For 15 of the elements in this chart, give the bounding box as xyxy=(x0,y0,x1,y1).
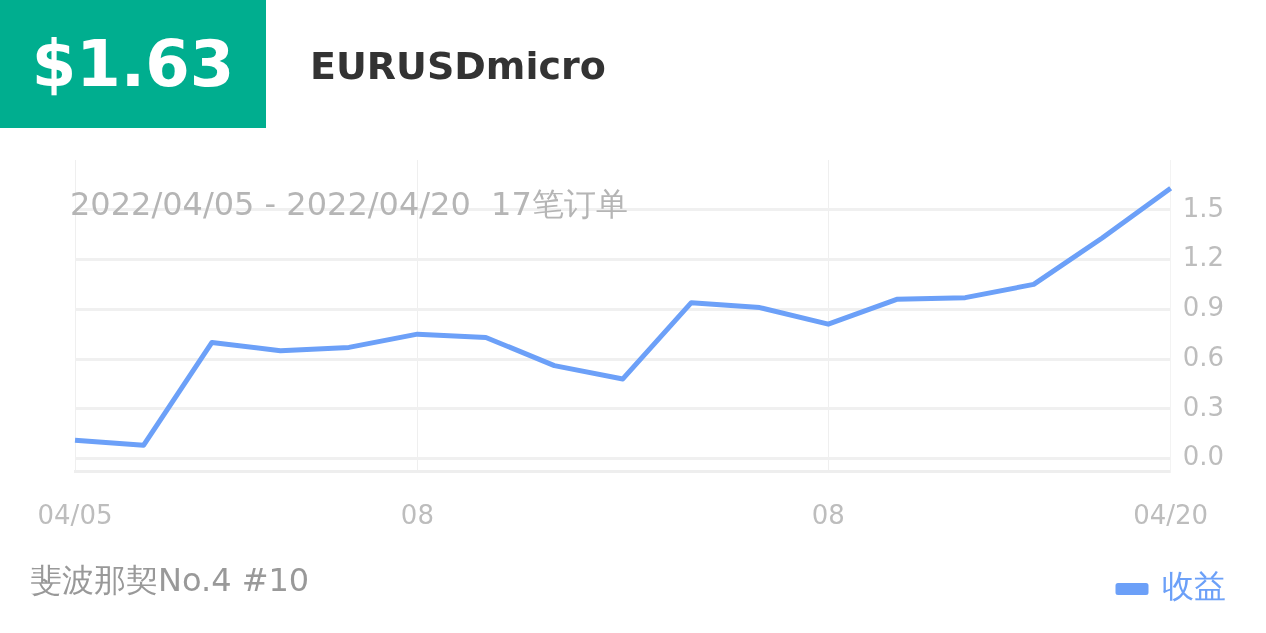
y-tick-label: 0.0 xyxy=(1182,441,1225,472)
y-tick-label: 0.6 xyxy=(1182,341,1225,372)
x-tick-label: 04/05 xyxy=(37,500,113,531)
y-tick-label: 0.3 xyxy=(1182,391,1225,422)
chart-title: $1.63 xyxy=(31,27,235,101)
x-tick-label: 04/20 xyxy=(1133,500,1209,531)
x-tick-label: 08 xyxy=(400,500,434,531)
text: 斐波那契No.4 #10 xyxy=(30,561,310,600)
y-tick-label: 1.5 xyxy=(1182,192,1225,223)
legend-label: 收益 xyxy=(1162,567,1226,606)
x-tick-label: 08 xyxy=(811,500,845,531)
y-tick-label: 1.2 xyxy=(1182,242,1225,273)
annotation: 2022/04/05 - 2022/04/20 17笔订单 xyxy=(70,185,628,224)
y-tick-label: 0.9 xyxy=(1182,292,1225,323)
chart-subtitle: EURUSDmicro xyxy=(310,44,606,88)
